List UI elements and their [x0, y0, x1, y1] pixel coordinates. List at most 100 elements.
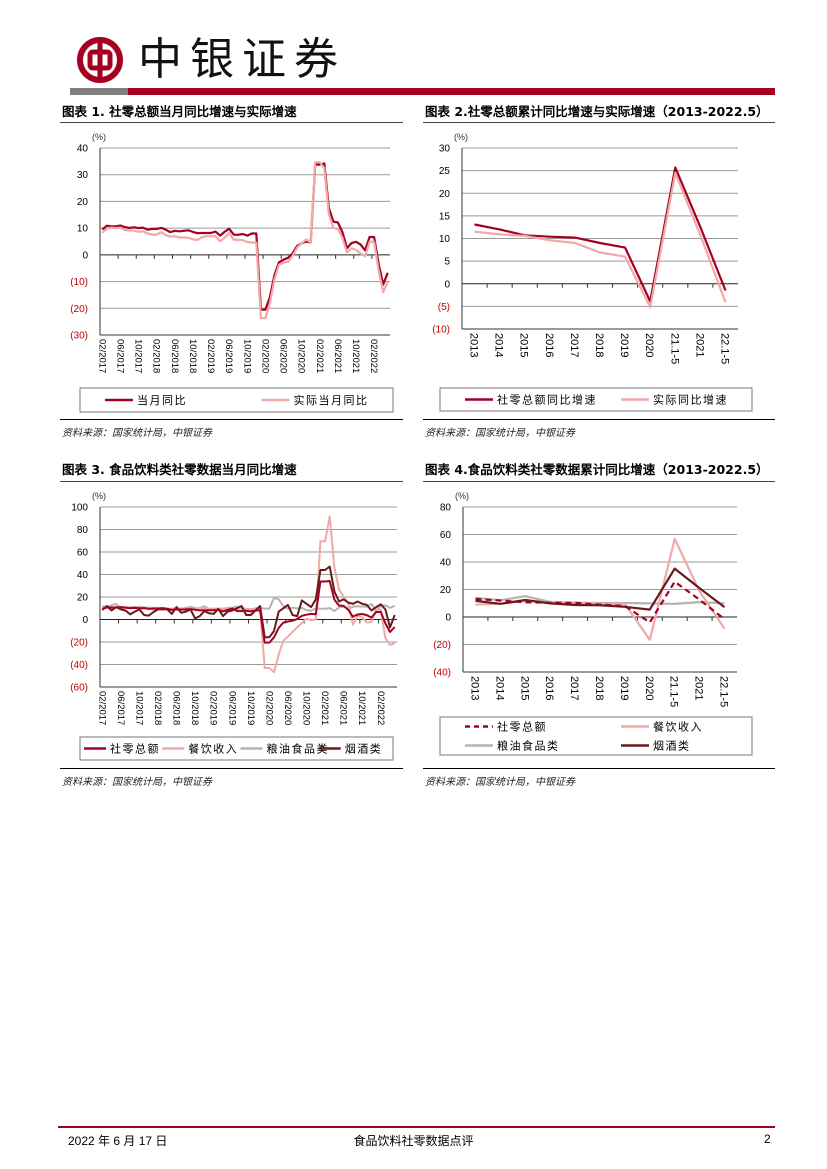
- x-tick-label: 2018: [593, 333, 605, 357]
- divider: [60, 419, 403, 420]
- y-tick-label: 0: [82, 250, 88, 261]
- x-tick-label: 10/2017: [133, 339, 144, 373]
- x-tick-label: 06/2018: [169, 339, 180, 373]
- y-tick-label: 20: [77, 197, 89, 208]
- x-tick-label: 2020: [643, 676, 655, 700]
- x-tick-label: 2019: [618, 333, 630, 357]
- x-tick-label: 06/2019: [226, 691, 237, 725]
- chart-2-source: 资料来源：国家统计局，中银证券: [425, 428, 575, 439]
- divider: [423, 768, 775, 769]
- bank-of-china-logo-icon: [77, 37, 123, 83]
- legend-label: 粮油食品类: [497, 739, 560, 753]
- y-tick-label: (5): [438, 302, 450, 313]
- y-tick-label: 30: [439, 144, 451, 155]
- x-tick-label: 22.1-5: [718, 676, 730, 707]
- y-tick-label: (40): [70, 660, 88, 671]
- y-unit-label: (%): [455, 491, 469, 501]
- x-tick-label: 21.1-5: [668, 676, 680, 707]
- x-tick-label: 2015: [518, 333, 530, 357]
- series-line-餐饮收入: [102, 515, 396, 674]
- brand-name: 中银证券: [138, 34, 346, 85]
- x-tick-label: 02/2017: [96, 691, 107, 725]
- y-tick-label: 20: [440, 585, 452, 596]
- x-tick-label: 2021: [693, 676, 705, 700]
- series-line-社零总额同比增速: [474, 166, 727, 303]
- divider: [60, 481, 403, 482]
- y-tick-label: 20: [77, 593, 89, 604]
- y-tick-label: 80: [77, 525, 89, 536]
- x-tick-label: 02/2021: [314, 339, 325, 373]
- chart-2-title: 图表 2.社零总额累计同比增速与实际增速（2013-2022.5）: [425, 104, 769, 119]
- series-line-烟酒类: [475, 567, 726, 611]
- x-tick-label: 2017: [568, 333, 580, 357]
- legend-box: [79, 736, 394, 761]
- chart-1-source: 资料来源：国家统计局，中银证券: [62, 428, 212, 439]
- x-tick-label: 06/2017: [114, 339, 125, 373]
- legend-label: 当月同比: [137, 393, 187, 407]
- y-tick-label: 80: [440, 503, 452, 514]
- y-tick-label: 0: [82, 615, 88, 626]
- x-tick-label: 02/2020: [259, 339, 270, 373]
- x-tick-label: 02/2019: [208, 691, 219, 725]
- x-tick-label: 10/2021: [356, 691, 367, 725]
- x-tick-label: 21.1-5: [668, 333, 680, 364]
- x-tick-label: 10/2020: [296, 339, 307, 373]
- chart-3-title: 图表 3. 食品饮料类社零数据当月同比增速: [62, 462, 297, 477]
- chart-1-title: 图表 1. 社零总额当月同比增速与实际增速: [62, 104, 297, 119]
- divider: [423, 419, 775, 420]
- logo: [76, 36, 124, 84]
- x-tick-label: 10/2019: [245, 691, 256, 725]
- legend-label: 烟酒类: [653, 739, 691, 753]
- y-tick-label: 40: [77, 570, 89, 581]
- legend-label: 社零总额同比增速: [497, 393, 597, 407]
- x-tick-label: 06/2021: [338, 691, 349, 725]
- y-tick-label: 10: [77, 224, 89, 235]
- x-tick-label: 10/2017: [133, 691, 144, 725]
- header-bar-red: [128, 88, 775, 95]
- x-tick-label: 02/2022: [375, 691, 386, 725]
- legend-label: 烟酒类: [345, 742, 383, 756]
- series-line-实际当月同比: [101, 161, 389, 320]
- y-tick-label: (20): [433, 640, 451, 651]
- series-line-社零总额: [101, 580, 396, 644]
- x-tick-label: 22.1-5: [718, 333, 730, 364]
- divider: [60, 122, 403, 123]
- y-tick-label: (30): [70, 331, 88, 342]
- x-tick-label: 10/2020: [301, 691, 312, 725]
- legend-label: 餐饮收入: [653, 720, 703, 734]
- x-tick-label: 06/2021: [332, 339, 343, 373]
- legend-label: 餐饮收入: [188, 742, 238, 756]
- legend-label: 社零总额: [110, 742, 160, 756]
- x-tick-label: 2016: [543, 676, 555, 700]
- chart-3-source: 资料来源：国家统计局，中银证券: [62, 777, 212, 788]
- x-tick-label: 2014: [493, 333, 505, 357]
- y-tick-label: 100: [71, 503, 88, 514]
- x-tick-label: 2019: [618, 676, 630, 700]
- x-tick-label: 02/2018: [151, 339, 162, 373]
- footer-report-title: 食品饮料社零数据点评: [353, 1134, 474, 1148]
- y-tick-label: (20): [70, 304, 88, 315]
- chart-3: (%) 100 80 60 40 20 0 (20) (40) (60) 02/2017 06/201…: [70, 491, 397, 761]
- y-tick-label: (10): [432, 325, 450, 336]
- chart-1: (%)40 30 20 10 0 (10) (20) (30) 02/2017 06/2017 10…: [70, 132, 394, 413]
- chart-4-title: 图表 4.食品饮料类社零数据累计同比增速（2013-2022.5）: [425, 462, 769, 477]
- x-tick-label: 2014: [493, 676, 505, 700]
- y-tick-label: 40: [440, 558, 452, 569]
- x-tick-label: 10/2018: [189, 691, 200, 725]
- legend-box: [439, 716, 753, 756]
- x-tick-label: 2020: [643, 333, 655, 357]
- legend-label: 实际当月同比: [294, 393, 369, 407]
- y-tick-label: 25: [439, 166, 451, 177]
- x-tick-label: 02/2020: [263, 691, 274, 725]
- y-tick-label: (40): [433, 668, 451, 679]
- x-tick-label: 06/2017: [115, 691, 126, 725]
- chart-4: (%)80 60 40 20 0 (20) (40) 2013 2014 2015 2016 2017…: [433, 491, 753, 756]
- divider: [423, 122, 775, 123]
- x-tick-label: 10/2019: [241, 339, 252, 373]
- x-tick-label: 2013: [468, 333, 480, 357]
- legend-label: 社零总额: [497, 720, 547, 734]
- series-line-烟酒类: [101, 565, 396, 639]
- header-bar-gray: [70, 88, 128, 95]
- footer-date: 2022 年 6 月 17 日: [68, 1134, 168, 1148]
- x-tick-label: 02/2022: [368, 339, 379, 373]
